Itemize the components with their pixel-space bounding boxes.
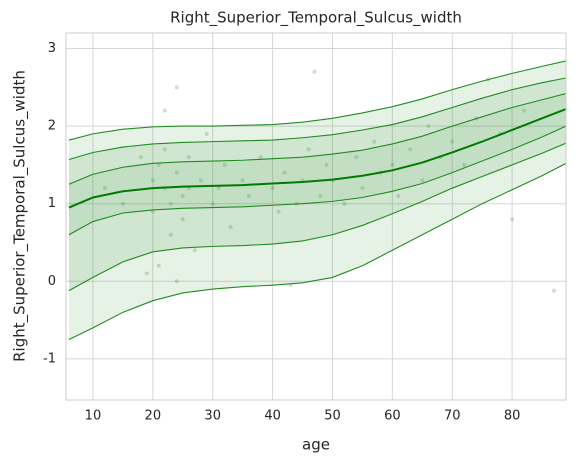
scatter-point — [324, 162, 329, 167]
y-tick-label: 1 — [48, 196, 56, 211]
y-tick-label: 2 — [48, 119, 56, 134]
scatter-point — [102, 186, 107, 191]
scatter-point — [396, 193, 401, 198]
x-tick-label: 80 — [504, 409, 521, 424]
percentile-line — [68, 92, 566, 185]
percentile-line — [68, 77, 566, 160]
x-axis-label: age — [302, 436, 330, 454]
y-axis-label: Right_Superior_Temporal_Sulcus_width — [11, 70, 30, 362]
scatter-point — [180, 193, 185, 198]
plot-area — [66, 33, 566, 400]
scatter-point — [306, 147, 311, 152]
scatter-point — [360, 186, 365, 191]
scatter-point — [510, 217, 515, 222]
scatter-point — [246, 193, 251, 198]
scatter-point — [198, 178, 203, 183]
scatter-point — [408, 147, 413, 152]
x-tick-label: 60 — [384, 409, 401, 424]
y-tick-label: 0 — [48, 274, 56, 289]
scatter-point — [258, 155, 263, 160]
percentile-line — [68, 125, 566, 236]
scatter-point — [276, 209, 281, 214]
scatter-point — [354, 155, 359, 160]
scatter-point — [420, 178, 425, 183]
scatter-point — [174, 85, 179, 90]
scatter-point — [522, 108, 527, 113]
scatter-point — [168, 232, 173, 237]
scatter-point — [162, 147, 167, 152]
scatter-point — [450, 139, 455, 144]
scatter-point — [180, 217, 185, 222]
scatter-point — [426, 124, 431, 129]
scatter-point — [222, 162, 227, 167]
scatter-point — [150, 178, 155, 183]
x-tick-label: 30 — [204, 409, 221, 424]
scatter-point — [210, 201, 215, 206]
scatter-point — [342, 201, 347, 206]
scatter-point — [240, 178, 245, 183]
scatter-point — [144, 271, 149, 276]
scatter-point — [270, 186, 275, 191]
scatter-point — [168, 201, 173, 206]
scatter-point — [156, 263, 161, 268]
percentile-line — [68, 162, 566, 340]
scatter-point — [372, 139, 377, 144]
scatter-point — [186, 155, 191, 160]
percentile-band — [68, 93, 566, 235]
scatter-point — [312, 69, 317, 74]
x-tick-label: 70 — [444, 409, 461, 424]
percentile-band — [68, 78, 566, 291]
x-tick-label: 20 — [145, 409, 162, 424]
plot-frame — [65, 32, 567, 401]
scatter-point — [120, 201, 125, 206]
percentile-band — [68, 60, 566, 340]
scatter-point — [138, 155, 143, 160]
y-tick-label: 3 — [48, 41, 56, 56]
scatter-point — [156, 162, 161, 167]
scatter-point — [390, 162, 395, 167]
percentile-line — [68, 108, 566, 209]
x-tick-label: 40 — [264, 409, 281, 424]
scatter-point — [228, 224, 233, 229]
y-tick-label: -1 — [43, 351, 56, 366]
percentile-line — [68, 60, 566, 141]
scatter-point — [204, 131, 209, 136]
chart-title: Right_Superior_Temporal_Sulcus_width — [170, 9, 462, 28]
x-tick-label: 10 — [85, 409, 102, 424]
scatter-point — [192, 248, 197, 253]
x-tick-label: 50 — [324, 409, 341, 424]
percentile-line — [68, 142, 566, 292]
scatter-point — [282, 170, 287, 175]
scatter-point — [462, 162, 467, 167]
scatter-point — [552, 288, 557, 293]
scatter-point — [174, 279, 179, 284]
scatter-point — [174, 170, 179, 175]
scatter-point — [216, 186, 221, 191]
scatter-point — [318, 193, 323, 198]
scatter-point — [162, 108, 167, 113]
